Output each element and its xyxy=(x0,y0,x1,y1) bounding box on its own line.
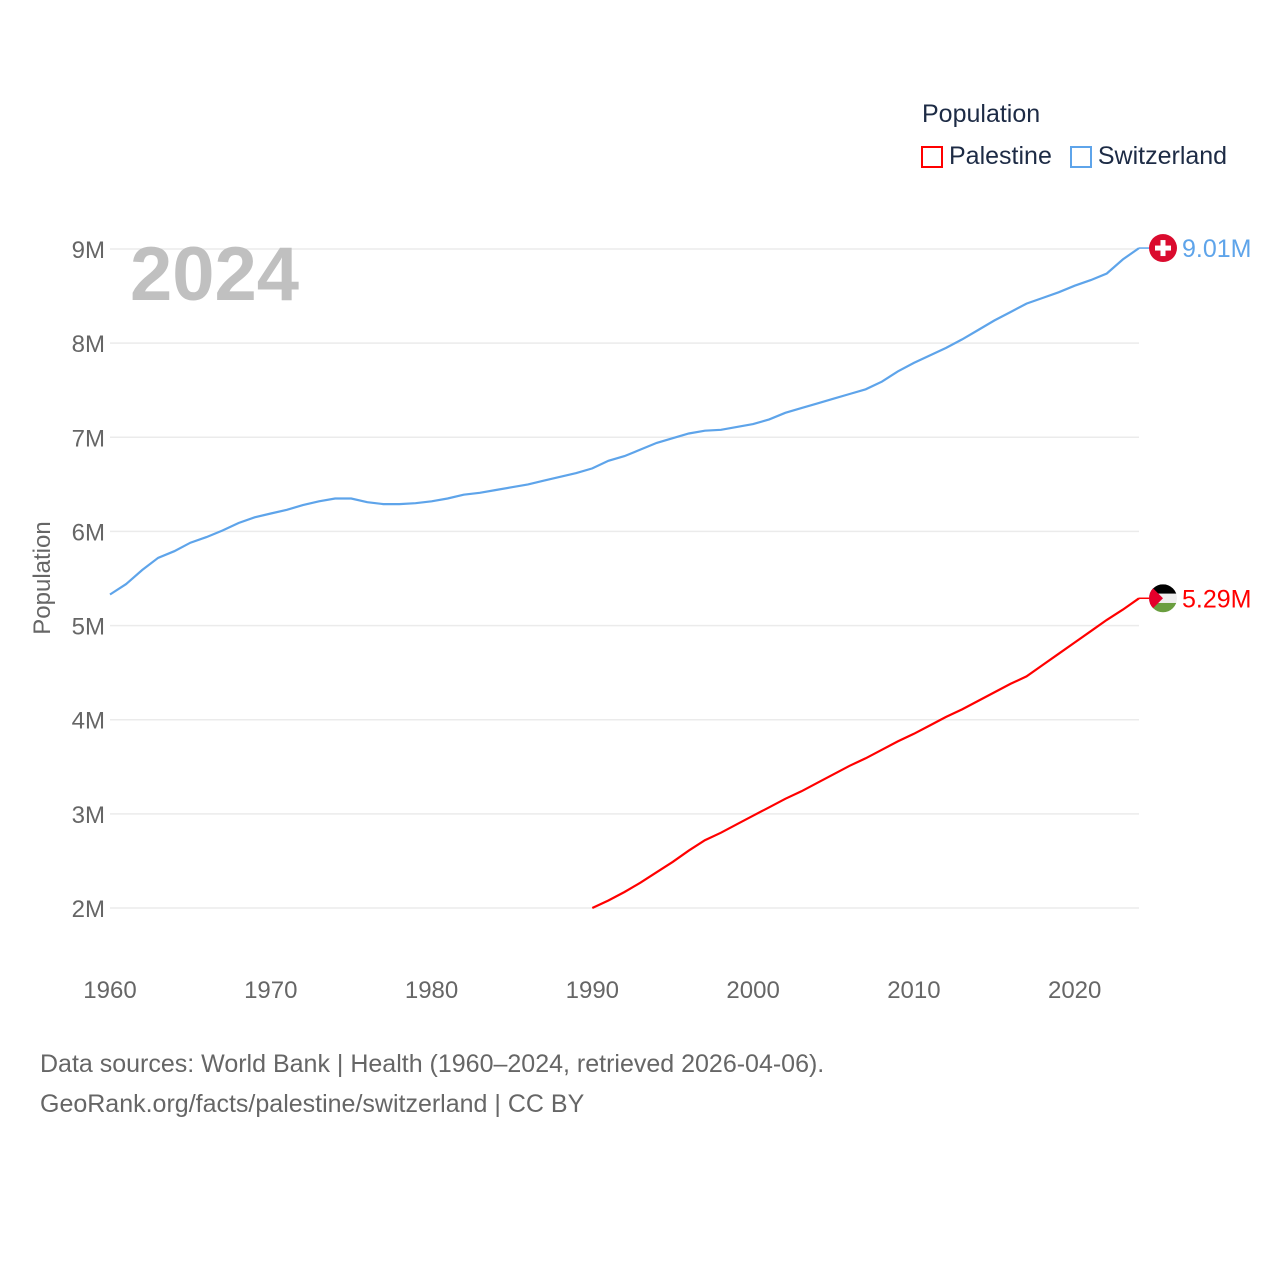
switzerland-flag-icon xyxy=(1149,234,1177,263)
legend: Palestine Switzerland xyxy=(921,142,1227,171)
palestine-end-value-label: 5.29M xyxy=(1182,585,1251,613)
palestine-swatch xyxy=(921,145,943,168)
x-tick-label: 1980 xyxy=(405,977,458,1004)
legend-label: Switzerland xyxy=(1097,142,1228,170)
x-tick-label: 2020 xyxy=(1048,977,1101,1004)
y-tick-label: 6M xyxy=(72,519,105,546)
legend-item-palestine[interactable]: Palestine xyxy=(921,142,1052,171)
legend-item-switzerland[interactable]: Switzerland xyxy=(1069,142,1228,171)
y-tick-label: 2M xyxy=(72,896,105,923)
attribution-link[interactable]: GeoRank.org/facts/palestine/switzerland … xyxy=(40,1090,585,1118)
y-tick-label: 4M xyxy=(72,708,105,735)
y-tick-label: 3M xyxy=(72,802,105,829)
x-tick-label: 1990 xyxy=(566,977,619,1004)
palestine-line[interactable] xyxy=(591,597,1140,909)
y-tick-label: 5M xyxy=(72,614,105,641)
legend-label: Palestine xyxy=(949,142,1052,170)
x-tick-label: 1970 xyxy=(244,977,297,1004)
y-tick-label: 7M xyxy=(72,425,105,452)
palestine-flag-icon xyxy=(1149,584,1177,613)
footer: Data sources: World Bank | Health (1960–… xyxy=(40,1044,824,1124)
data-source-note: Data sources: World Bank | Health (1960–… xyxy=(40,1050,825,1078)
y-tick-label: 9M xyxy=(72,237,105,264)
x-tick-label: 2010 xyxy=(887,977,940,1004)
y-tick-label: 8M xyxy=(72,331,105,358)
legend-title: Population xyxy=(922,100,1041,128)
switzerland-line[interactable] xyxy=(109,247,1140,596)
x-tick-label: 1960 xyxy=(83,977,136,1004)
y-axis-label: Population xyxy=(29,521,56,634)
x-tick-label: 2000 xyxy=(726,977,779,1004)
switzerland-end-value-label: 9.01M xyxy=(1182,235,1251,263)
switzerland-swatch xyxy=(1069,145,1092,168)
year-watermark: 2024 xyxy=(130,232,299,317)
